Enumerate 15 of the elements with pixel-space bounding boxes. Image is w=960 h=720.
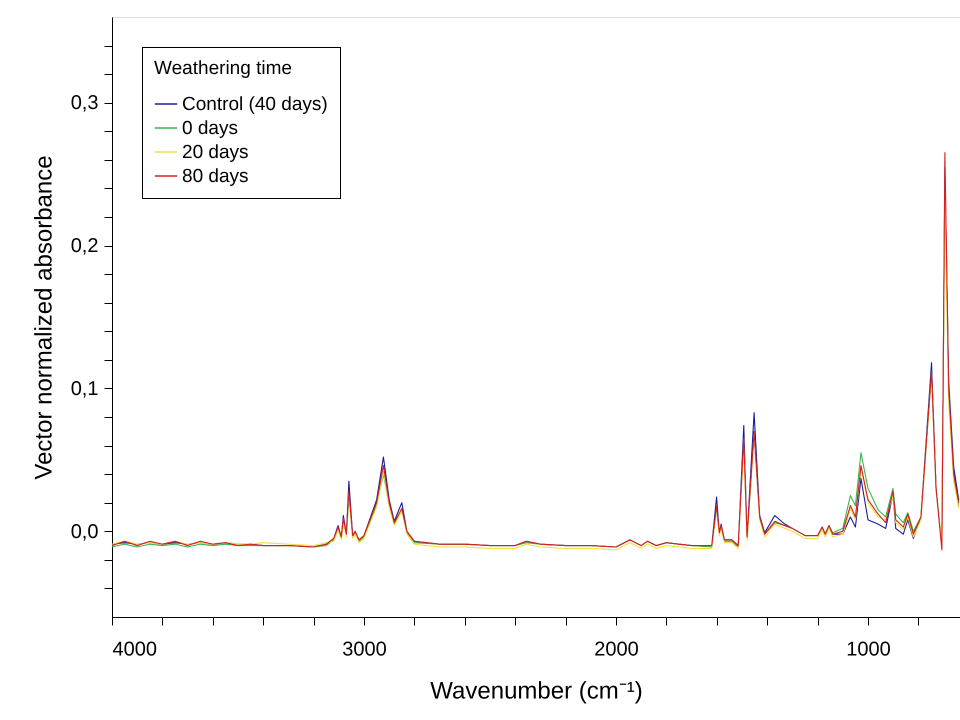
legend-label: Control (40 days) bbox=[182, 94, 328, 115]
x-axis-title: Wavenumber (cm⁻¹) bbox=[430, 678, 643, 704]
legend-label: 20 days bbox=[182, 142, 249, 163]
y-axis-title: Vector normalized absorbance bbox=[30, 155, 58, 480]
y-tick-label: 0,2 bbox=[70, 235, 98, 258]
y-tick-label: 0,1 bbox=[70, 378, 98, 400]
y-tick-label: 0,3 bbox=[70, 92, 98, 114]
x-tick-label: 3000 bbox=[342, 638, 387, 660]
x-tick-label: 2000 bbox=[594, 638, 639, 660]
legend-label: 80 days bbox=[182, 166, 249, 187]
legend-title: Weathering time bbox=[154, 58, 292, 79]
x-tick-label: 4000 bbox=[112, 638, 157, 660]
x-tick-label: 1000 bbox=[846, 638, 891, 660]
y-tick-label: 0,0 bbox=[70, 520, 98, 543]
legend-label: 0 days bbox=[182, 118, 238, 139]
